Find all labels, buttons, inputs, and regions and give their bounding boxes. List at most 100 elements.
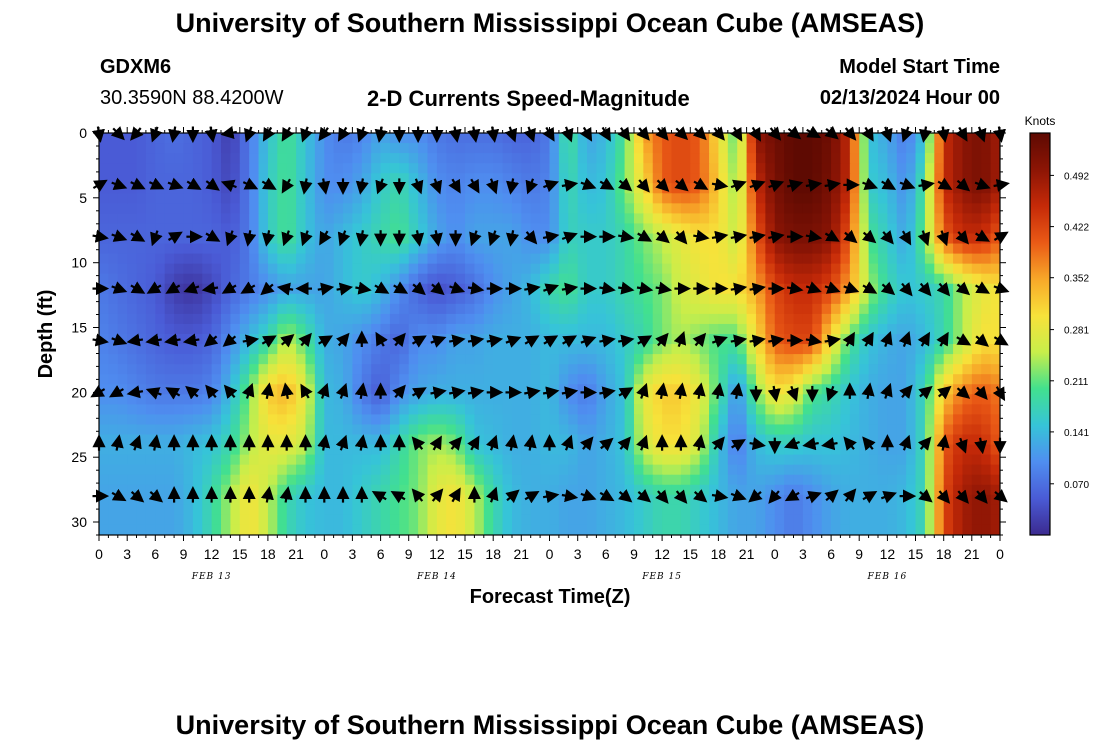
heatmap-cell: [286, 223, 297, 235]
heatmap-cell: [709, 524, 720, 535]
heatmap-cell: [699, 364, 710, 375]
heatmap-cell: [324, 203, 335, 214]
heatmap-cell: [633, 354, 644, 365]
heatmap-cell: [849, 243, 860, 255]
heatmap-cell: [333, 454, 344, 466]
heatmap-cell: [549, 323, 560, 335]
heatmap-cell: [971, 404, 982, 415]
heatmap-cell: [127, 273, 138, 285]
heatmap-cell: [286, 374, 297, 385]
heatmap-cell: [624, 424, 635, 436]
heatmap-cell: [943, 163, 954, 174]
heatmap-cell: [615, 514, 626, 526]
current-vector-arrow: [768, 334, 785, 348]
heatmap-cell: [896, 163, 907, 174]
heatmap-cell: [652, 143, 663, 154]
current-vector-arrow: [205, 384, 219, 399]
heatmap-cell: [558, 273, 569, 285]
heatmap-cell: [277, 484, 288, 496]
heatmap-cell: [511, 414, 522, 426]
heatmap-cell: [361, 143, 372, 154]
heatmap-cell: [258, 484, 269, 496]
heatmap-cell: [568, 193, 579, 204]
heatmap-cell: [746, 524, 757, 535]
heatmap-cell: [934, 424, 945, 436]
heatmap-cell: [605, 153, 616, 164]
heatmap-cell: [877, 253, 888, 265]
heatmap-cell: [877, 444, 888, 456]
heatmap-cell: [540, 293, 551, 305]
heatmap-cell: [953, 133, 964, 144]
heatmap-cell: [643, 504, 654, 516]
heatmap-cell: [962, 484, 973, 496]
heatmap-cell: [455, 444, 466, 456]
heatmap-cell: [239, 344, 250, 355]
heatmap-cell: [155, 203, 166, 214]
heatmap-cell: [211, 193, 222, 204]
heatmap-cell: [136, 364, 147, 375]
heatmap-cell: [662, 394, 673, 405]
heatmap-cell: [784, 193, 795, 204]
heatmap-cell: [258, 223, 269, 235]
heatmap-cell: [840, 223, 851, 235]
heatmap-cell: [314, 474, 325, 486]
current-vector-arrow: [768, 179, 785, 193]
heatmap-cell: [465, 524, 476, 535]
heatmap-cell: [915, 454, 926, 466]
heatmap-cell: [821, 504, 832, 516]
heatmap-cell: [859, 253, 870, 265]
heatmap-cell: [868, 153, 879, 164]
heatmap-cell: [117, 514, 128, 526]
heatmap-cell: [136, 303, 147, 315]
heatmap-cell: [718, 464, 729, 476]
heatmap-cell: [962, 273, 973, 285]
heatmap-cell: [418, 374, 429, 385]
heatmap-cell: [380, 253, 391, 265]
current-vector-arrow: [729, 126, 743, 142]
heatmap-cell: [643, 484, 654, 496]
heatmap-cell: [934, 193, 945, 204]
heatmap-cell: [549, 374, 560, 385]
heatmap-cell: [314, 504, 325, 516]
heatmap-cell: [136, 464, 147, 476]
heatmap-cell: [652, 203, 663, 214]
heatmap-cell: [981, 223, 992, 235]
heatmap-cell: [727, 514, 738, 526]
heatmap-cell: [399, 263, 410, 275]
heatmap-cell: [202, 153, 213, 164]
heatmap-cell: [127, 223, 138, 235]
heatmap-cell: [615, 414, 626, 426]
heatmap-cell: [286, 273, 297, 285]
heatmap-cell: [784, 414, 795, 426]
current-vector-arrow: [784, 488, 800, 502]
heatmap-cell: [577, 163, 588, 174]
heatmap-cell: [915, 514, 926, 526]
heatmap-cell: [343, 213, 354, 225]
heatmap-cell: [615, 474, 626, 486]
heatmap-cell: [915, 313, 926, 325]
heatmap-cell: [455, 494, 466, 506]
heatmap-cell: [427, 514, 438, 526]
heatmap-cell: [371, 474, 382, 486]
heatmap-cell: [802, 183, 813, 194]
heatmap-cell: [427, 243, 438, 255]
heatmap-cell: [981, 203, 992, 214]
current-vector-arrow: [183, 281, 200, 294]
heatmap-cell: [521, 193, 532, 204]
heatmap-cell: [821, 203, 832, 214]
heatmap-cell: [465, 474, 476, 486]
current-vector-arrow: [655, 229, 670, 244]
heatmap-cell: [587, 143, 598, 154]
heatmap-cell: [521, 303, 532, 315]
heatmap-cell: [549, 384, 560, 395]
heatmap-cell: [568, 504, 579, 516]
heatmap-cell: [774, 213, 785, 225]
current-vector-arrow: [580, 436, 594, 451]
heatmap-cell: [399, 313, 410, 325]
heatmap-cell: [511, 263, 522, 275]
heatmap-cell: [389, 354, 400, 365]
heatmap-cell: [108, 273, 119, 285]
heatmap-cell: [155, 253, 166, 265]
heatmap-cell: [314, 253, 325, 265]
